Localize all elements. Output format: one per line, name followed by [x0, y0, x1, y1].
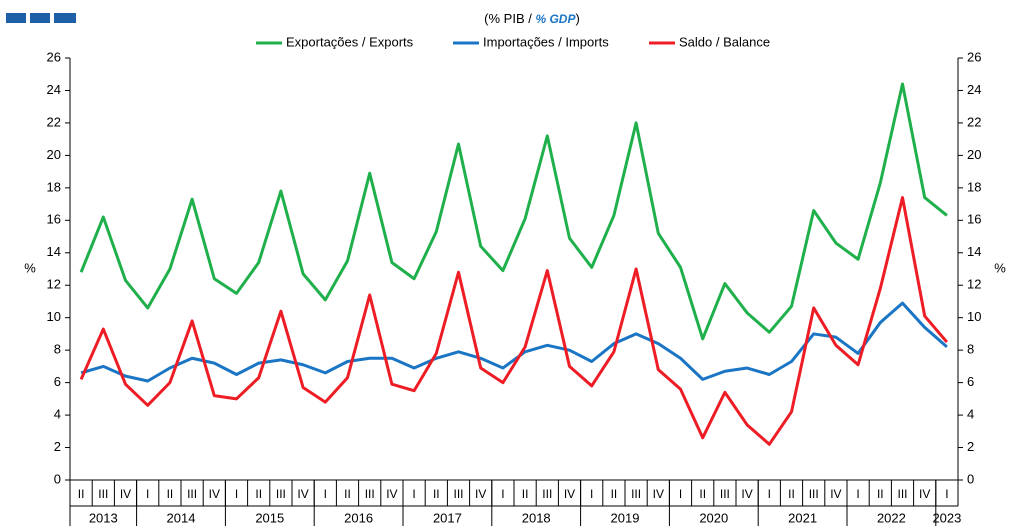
y2-tick-label: 8 [967, 342, 974, 357]
x-tick-label: IV [120, 487, 131, 501]
x-tick-label: I [768, 487, 771, 501]
x-tick-label: IV [209, 487, 220, 501]
subtitle-part: ) [575, 11, 579, 26]
x-tick-label: II [611, 487, 618, 501]
x-tick-label: III [809, 487, 819, 501]
x-tick-label: IV [297, 487, 308, 501]
x-tick-label: IV [653, 487, 664, 501]
y-tick-label: 14 [47, 244, 61, 259]
x-tick-label: II [78, 487, 85, 501]
x-tick-label: II [344, 487, 351, 501]
x-tick-label: III [542, 487, 552, 501]
y-tick-label: 8 [54, 342, 61, 357]
y2-tick-label: 4 [967, 407, 974, 422]
x-tick-label: IV [386, 487, 397, 501]
x-tick-label: III [897, 487, 907, 501]
y2-tick-label: 12 [967, 277, 981, 292]
year-label: 2020 [699, 510, 728, 525]
x-tick-label: II [255, 487, 262, 501]
subtitle-part: % GDP [535, 12, 576, 26]
y-tick-label: 24 [47, 82, 61, 97]
year-label: 2013 [89, 510, 118, 525]
x-tick-label: I [945, 487, 948, 501]
x-tick-label: I [679, 487, 682, 501]
y2-tick-label: 16 [967, 212, 981, 227]
y2-tick-label: 10 [967, 309, 981, 324]
series-line [79, 82, 948, 341]
x-tick-label: III [720, 487, 730, 501]
y-tick-label: 18 [47, 179, 61, 194]
y2-tick-label: 26 [967, 49, 981, 64]
x-tick-label: IV [741, 487, 752, 501]
y2-tick-label: 24 [967, 82, 981, 97]
x-tick-label: IV [564, 487, 575, 501]
y-tick-label: 10 [47, 309, 61, 324]
year-label: 2017 [433, 510, 462, 525]
year-label: 2023 [932, 510, 961, 525]
y2-tick-label: 22 [967, 114, 981, 129]
x-tick-label: III [453, 487, 463, 501]
series-line [79, 196, 949, 446]
y2-tick-label: 20 [967, 147, 981, 162]
legend-label: Importações / Imports [483, 34, 609, 49]
year-label: 2016 [344, 510, 373, 525]
year-label: 2018 [522, 510, 551, 525]
y-tick-label: 2 [54, 439, 61, 454]
x-tick-label: I [856, 487, 859, 501]
y-axis-label: % [24, 260, 36, 275]
subtitle-part: (% PIB / [484, 11, 535, 26]
x-tick-label: I [412, 487, 415, 501]
x-tick-label: II [522, 487, 529, 501]
x-tick-label: I [501, 487, 504, 501]
x-tick-label: II [167, 487, 174, 501]
x-tick-label: I [146, 487, 149, 501]
year-label: 2022 [877, 510, 906, 525]
x-tick-label: III [187, 487, 197, 501]
y-tick-label: 4 [54, 407, 61, 422]
logo-block [30, 13, 50, 23]
y2-tick-label: 18 [967, 179, 981, 194]
x-tick-label: II [699, 487, 706, 501]
year-label: 2015 [255, 510, 284, 525]
x-tick-label: II [433, 487, 440, 501]
x-tick-label: III [98, 487, 108, 501]
logo-block [54, 13, 76, 23]
x-tick-label: III [276, 487, 286, 501]
x-tick-label: II [788, 487, 795, 501]
x-tick-label: III [365, 487, 375, 501]
logo-block [6, 13, 26, 23]
x-tick-label: I [324, 487, 327, 501]
x-tick-label: I [235, 487, 238, 501]
y-tick-label: 12 [47, 277, 61, 292]
legend-label: Saldo / Balance [679, 34, 770, 49]
year-label: 2014 [167, 510, 196, 525]
y2-tick-label: 6 [967, 374, 974, 389]
y2-tick-label: 2 [967, 439, 974, 454]
y-tick-label: 22 [47, 114, 61, 129]
series-line [80, 301, 948, 383]
year-label: 2019 [611, 510, 640, 525]
y-tick-label: 20 [47, 147, 61, 162]
legend-label: Exportações / Exports [286, 34, 414, 49]
y2-axis-label: % [994, 260, 1006, 275]
y2-tick-label: 0 [967, 471, 974, 486]
y-tick-label: 26 [47, 49, 61, 64]
x-tick-label: IV [475, 487, 486, 501]
y-tick-label: 16 [47, 212, 61, 227]
year-label: 2021 [788, 510, 817, 525]
x-tick-label: IV [830, 487, 841, 501]
x-tick-label: I [590, 487, 593, 501]
y-tick-label: 0 [54, 471, 61, 486]
x-tick-label: IV [919, 487, 930, 501]
x-tick-label: III [631, 487, 641, 501]
chart-subtitle: (% PIB / % GDP) [484, 11, 580, 26]
x-tick-label: II [877, 487, 884, 501]
y-tick-label: 6 [54, 374, 61, 389]
y2-tick-label: 14 [967, 244, 981, 259]
